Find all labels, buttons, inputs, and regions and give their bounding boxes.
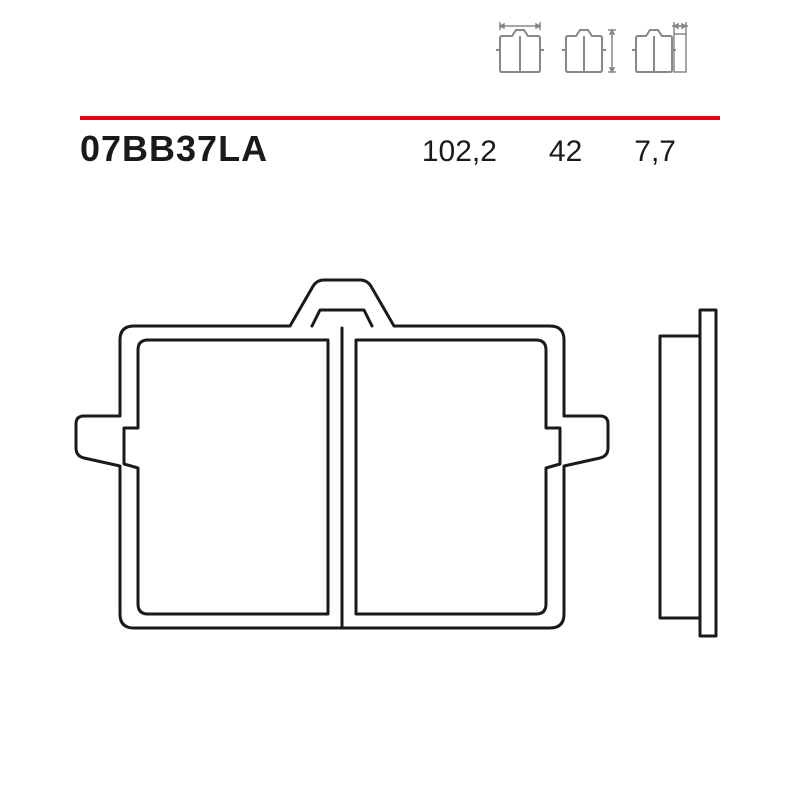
dim-height: 42	[549, 135, 582, 169]
accent-divider	[80, 116, 720, 120]
height-icon	[560, 20, 620, 76]
dim-thickness: 7,7	[634, 135, 676, 169]
dim-width: 102,2	[422, 135, 497, 169]
header	[80, 20, 720, 120]
diagram-container: 07BB37LA 102,2 42 7,7	[0, 0, 800, 800]
side-view	[660, 310, 716, 636]
thickness-icon	[630, 20, 690, 76]
technical-drawing	[60, 240, 740, 740]
part-number: 07BB37LA	[80, 128, 268, 170]
dimension-values: 102,2 42 7,7	[422, 135, 720, 169]
dimension-icons	[490, 20, 690, 76]
width-icon	[490, 20, 550, 76]
front-view	[76, 280, 608, 628]
label-row: 07BB37LA 102,2 42 7,7	[80, 128, 720, 170]
